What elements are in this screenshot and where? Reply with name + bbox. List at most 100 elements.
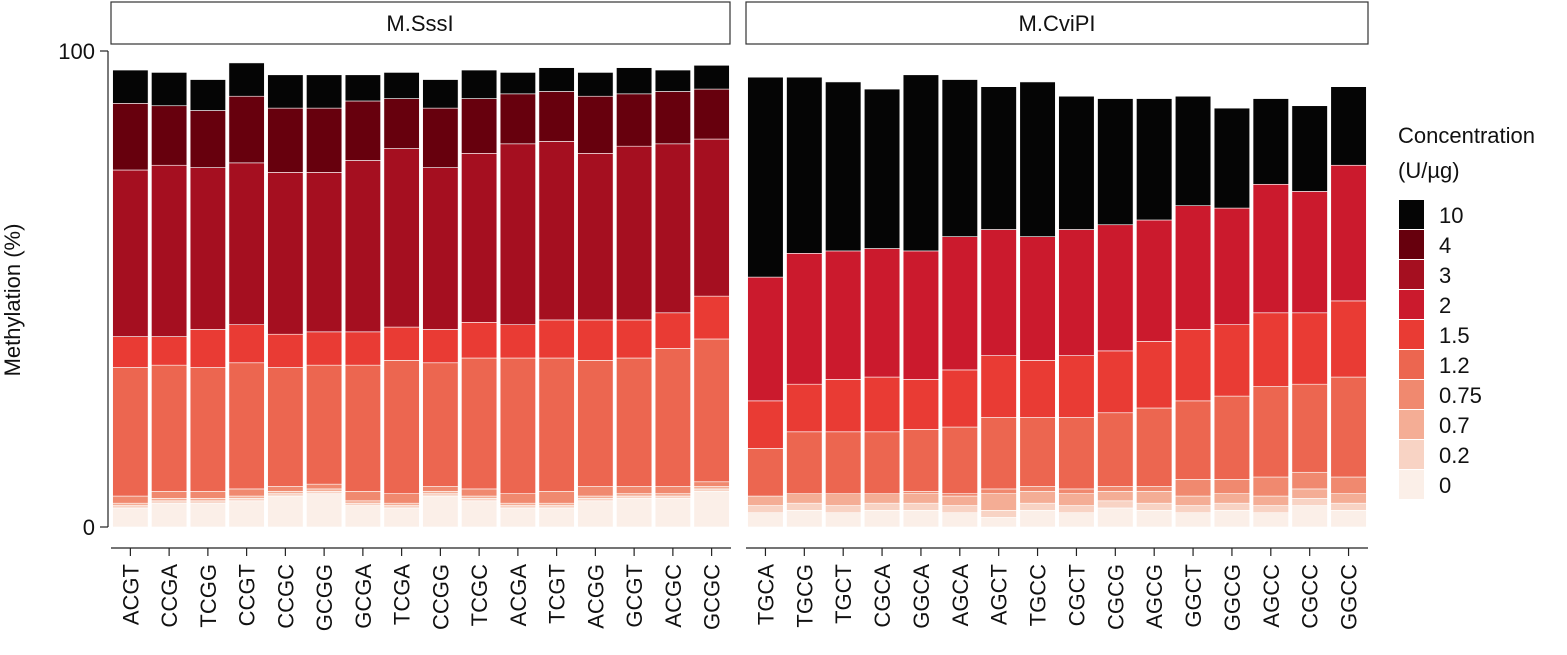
bar-segment-gcgt-3 [616,145,653,321]
bar-segment-tcgc-3 [461,153,498,323]
x-tick-label-agct: AGCT [987,564,1012,625]
bar-segment-agcc-0 [1252,512,1289,528]
bar-segment-agca-0_7 [941,495,978,506]
bar-segment-ggcc-0_2 [1330,502,1367,511]
bar-segment-tgcg-0_7 [786,493,823,504]
bar-segment-cgcc-2 [1291,191,1328,314]
bar-segment-tcgc-1_2 [461,357,498,490]
bar-segment-tgcc-0_7 [1019,490,1056,504]
bar-segment-acgc-0 [654,498,691,528]
bar-segment-acgg-1_2 [577,360,614,487]
bar-segment-ccga-10 [151,72,188,107]
legend-label-0_7: 0.7 [1439,413,1470,438]
bar-segment-agcg-0_2 [1136,502,1173,511]
bar-segment-tcgc-10 [461,69,498,99]
legend-label-4: 4 [1439,233,1451,258]
bar-segment-ccgg-1_5 [422,329,459,364]
legend-swatch-10 [1399,200,1424,229]
bar-segment-acgt-0_7 [112,502,149,506]
bar-segment-ggcg-0_7 [1213,493,1251,504]
bar-segment-gcga-1_5 [344,331,381,366]
bar-segment-ccgc-0 [267,495,304,528]
bar-segment-ccgg-0_7 [422,490,459,494]
bar-segment-cgct-0_7 [1058,493,1095,506]
legend-label-3: 3 [1439,263,1451,288]
bar-segment-agct-1_2 [980,417,1017,490]
bar-segment-agct-0 [980,517,1017,528]
legend-title-line1: Concentration [1398,123,1535,148]
bar-segment-tcga-0_7 [383,502,420,506]
bar-segment-tcgc-0_7 [461,495,498,499]
bar-segment-tgcc-2 [1019,236,1056,361]
bar-segment-ggct-1_2 [1174,400,1212,480]
x-tick-label-ccgg: CCGG [428,564,453,630]
bar-segment-tcga-1_2 [383,360,420,494]
legend-swatch-0_7 [1399,410,1424,439]
bar-segment-tcgc-4 [461,98,498,154]
bar-segment-cgcc-1_5 [1291,312,1328,385]
x-tick-label-ggct: GGCT [1181,564,1206,628]
bar-segment-acgg-3 [577,153,614,321]
legend-swatch-0_2 [1399,440,1424,469]
bar-segment-tgct-10 [825,81,862,252]
x-tick-label-tgca: TGCA [753,564,778,625]
bar-segment-agcg-2 [1136,219,1173,342]
bar-segment-acga-1_5 [499,324,536,359]
bar-segment-ggcc-1_5 [1330,300,1367,378]
x-tick-label-acga: ACGA [506,564,531,627]
bar-segment-acgc-0_7 [654,493,691,497]
bar-segment-ccgg-0_2 [422,493,459,497]
legend-label-10: 10 [1439,203,1463,228]
bar-segment-tcgc-0_75 [461,488,498,497]
bar-segment-tgct-2 [825,250,862,380]
bar-segment-gcgg-0_75 [306,483,343,490]
bar-segment-tcga-0_2 [383,505,420,509]
bar-segment-ccga-0_2 [151,500,188,504]
bar-segment-ggcg-0 [1213,510,1251,528]
bar-segment-agcg-0_7 [1136,490,1173,504]
bar-segment-agca-2 [941,236,978,371]
bar-segment-cgcg-0_75 [1097,486,1134,492]
bar-segment-tgcc-0_75 [1019,486,1056,492]
x-tick-label-tgcg: TGCG [792,564,817,628]
bar-segment-ccga-0_7 [151,498,188,502]
bar-segment-tgca-1_2 [747,448,784,497]
bar-segment-tgca-0_7 [747,495,784,506]
bar-segment-cgca-0_2 [863,502,901,511]
bar-segment-acgc-0_2 [654,495,691,499]
legend-swatch-4 [1399,230,1424,259]
x-tick-label-gcgt: GCGT [622,564,647,628]
facet-label-2: M.CviPI [1019,11,1096,36]
bar-segment-tgcc-0_2 [1019,502,1056,511]
bar-segment-cgcc-0 [1291,505,1328,528]
bar-segment-gcga-0_7 [344,500,381,504]
bar-segment-ggca-0_2 [902,502,940,511]
x-tick-label-tgct: TGCT [831,564,856,624]
bar-segment-agct-0_7 [980,493,1017,511]
bar-segment-cgca-1_5 [863,376,901,433]
x-tick-label-gcga: GCGA [351,564,376,629]
x-tick-label-ggcc: GGCC [1337,564,1362,630]
bar-segment-ccgt-1_5 [228,324,265,364]
bar-segment-ggca-0_75 [902,490,940,494]
bar-segment-gcgc-1_5 [693,295,730,340]
bar-segment-agcg-10 [1136,98,1173,221]
bar-segment-ccga-1_5 [151,336,188,366]
bar-segment-ccgg-10 [422,79,459,109]
bar-segment-agca-0_75 [941,493,978,497]
bar-segment-gcgg-0_7 [306,488,343,492]
y-tick-label-100: 100 [58,39,95,64]
bar-segment-agct-0_75 [980,488,1017,494]
bar-segment-cgcg-0_2 [1097,500,1134,509]
facet-label-1: M.SssI [386,11,453,36]
bar-segment-tgcg-2 [786,253,823,385]
bar-segment-ggct-0_2 [1174,505,1212,514]
bar-segment-tcgt-1_2 [538,357,575,492]
bar-segment-tgct-0_7 [825,493,862,506]
bar-segment-agcg-0_75 [1136,486,1173,492]
bar-segment-cgcg-0 [1097,507,1134,528]
bar-segment-ccgc-1_5 [267,333,304,368]
bar-segment-gcgc-0_2 [693,488,730,492]
bar-segment-tcgg-10 [189,79,226,111]
x-tick-label-ccgt: CCGT [235,564,260,626]
